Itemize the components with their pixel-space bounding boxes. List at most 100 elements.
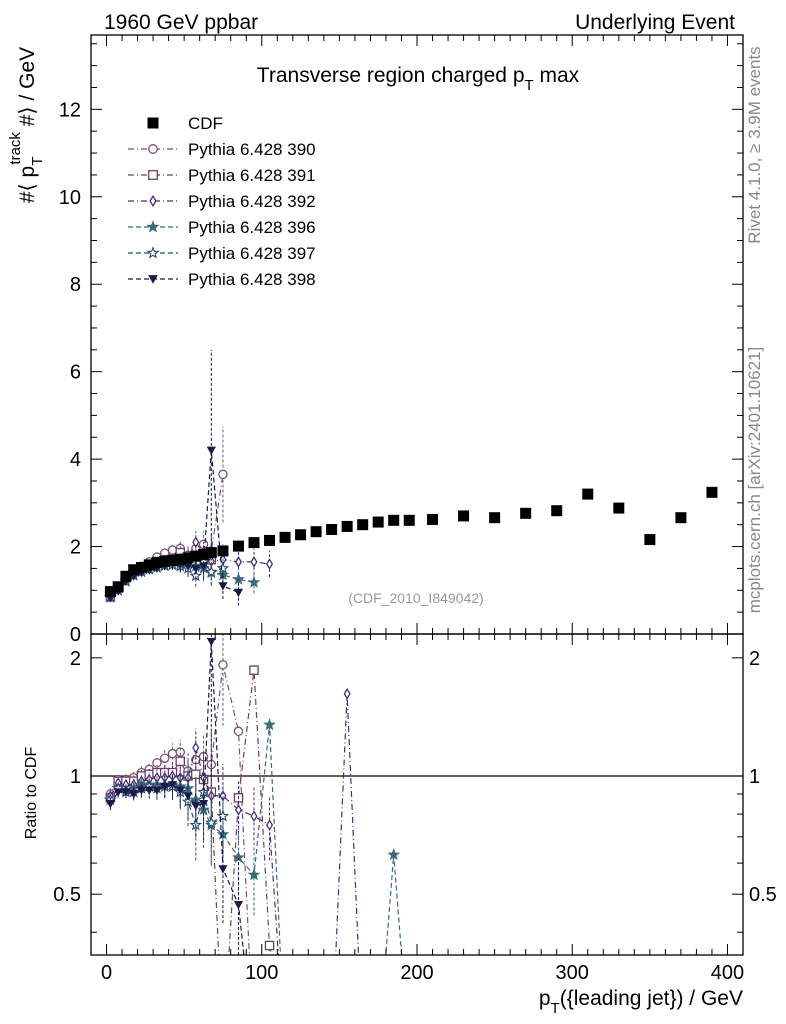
data-point — [191, 564, 201, 574]
ratio-point — [198, 800, 209, 809]
ratio-point — [218, 865, 228, 874]
data-point — [232, 572, 245, 585]
x-axis-label: pT({leading jet}) / GeV — [539, 987, 743, 1017]
data-point — [341, 520, 353, 532]
data-point — [232, 540, 244, 552]
data-point — [372, 516, 384, 528]
legend-marker — [146, 246, 160, 259]
x-label-post: ({leading jet}) / GeV — [560, 987, 743, 1010]
data-point — [167, 555, 178, 567]
ratio-point — [191, 802, 201, 811]
legend-label: CDF — [188, 114, 223, 133]
x-label-sub: T — [551, 1000, 560, 1017]
ratio-point — [167, 748, 178, 759]
ratio-point — [216, 809, 230, 822]
data-point — [151, 557, 163, 569]
data-point — [174, 553, 186, 565]
data-point — [217, 545, 229, 557]
data-point — [182, 552, 194, 564]
legend-entry: Pythia 6.428 390 — [128, 140, 316, 159]
ratio-y-tick-label-right: 1 — [749, 766, 760, 788]
data-point — [120, 570, 132, 582]
ratio-point — [192, 741, 200, 754]
legend-label: Pythia 6.428 392 — [188, 192, 316, 211]
x-label-pre: p — [539, 987, 551, 1010]
plot-title: Transverse region charged pT max — [257, 64, 580, 94]
data-point — [295, 529, 307, 541]
ratio-point — [234, 803, 242, 816]
data-point — [427, 513, 439, 525]
data-point — [582, 488, 594, 500]
ratio-point — [121, 788, 131, 797]
data-point — [644, 534, 656, 546]
ratio-point — [175, 786, 185, 795]
data-point — [357, 519, 369, 531]
data-point — [613, 502, 625, 514]
ratio-point — [136, 786, 147, 795]
data-point — [205, 547, 217, 559]
legend-marker — [148, 170, 158, 180]
ratio-y-tick-label: 2 — [70, 648, 81, 670]
data-point — [204, 565, 218, 578]
ratio-point — [144, 786, 154, 795]
ratio-y-tick-label: 1 — [70, 766, 81, 788]
data-point — [248, 537, 260, 549]
ratio-point — [105, 800, 116, 809]
legend-marker — [147, 117, 159, 129]
mcplots-label: mcplots.cern.ch [arXiv:2401.10621] — [745, 347, 764, 613]
data-point — [234, 555, 242, 568]
ratio-point — [387, 848, 401, 861]
data-point — [218, 582, 228, 591]
data-point — [675, 512, 687, 524]
legend-label: Pythia 6.428 390 — [188, 140, 316, 159]
data-point — [143, 559, 155, 571]
main-y-label-sub: T — [29, 157, 46, 166]
rivet-version-label: Rivet 4.1.0, ≥ 3.9M events — [745, 46, 764, 243]
ratio-y-tick-label-right: 0.5 — [749, 884, 777, 906]
ratio-y-tick-label-right: 2 — [749, 648, 760, 670]
legend-marker — [148, 144, 158, 154]
data-point — [218, 469, 228, 480]
legend-marker — [149, 194, 157, 208]
ratio-series-group — [91, 634, 743, 955]
data-point — [192, 536, 200, 549]
ratio-point — [263, 718, 276, 731]
data-point — [458, 510, 470, 522]
ratio-point — [264, 940, 275, 951]
x-tick-label: 200 — [400, 962, 433, 984]
ratio-point — [247, 868, 261, 881]
series-cdf-group — [104, 486, 718, 598]
main-y-tick-label: 0 — [70, 624, 81, 646]
main-y-tick-label: 8 — [70, 274, 81, 296]
ratio-point — [206, 637, 216, 647]
main-y-axis-label: #⟨ pTtrack #⟩ / GeV — [7, 47, 46, 203]
main-y-tick-label: 2 — [70, 537, 81, 559]
ratio-point — [204, 816, 218, 829]
ratio-point — [175, 756, 186, 767]
legend-entry: CDF — [147, 114, 223, 133]
legend-marker — [148, 275, 158, 284]
x-tick-label: 400 — [711, 962, 744, 984]
data-point — [128, 564, 140, 576]
data-point — [104, 586, 116, 598]
ratio-point — [129, 790, 139, 799]
data-point — [310, 526, 322, 538]
header-left-text: 1960 GeV ppbar — [104, 11, 258, 34]
data-point — [520, 507, 532, 519]
ratio-point — [167, 781, 178, 790]
data-point — [489, 512, 501, 524]
ratio-point — [160, 782, 170, 792]
legend-entry: Pythia 6.428 391 — [128, 166, 316, 185]
legend-entry: Pythia 6.428 396 — [128, 218, 316, 237]
ratio-point — [152, 786, 162, 795]
data-point — [159, 555, 171, 567]
legend: CDF Pythia 6.428 390 Pythia 6.428 391 Pythi… — [128, 114, 316, 289]
ratio-point — [159, 753, 170, 763]
data-point — [266, 558, 274, 570]
data-point — [388, 514, 400, 526]
ratio-series-6-group — [105, 634, 245, 955]
ratio-y-axis-label: Ratio to CDF — [23, 747, 40, 840]
data-point — [247, 575, 261, 588]
legend-label: Pythia 6.428 391 — [188, 166, 316, 185]
